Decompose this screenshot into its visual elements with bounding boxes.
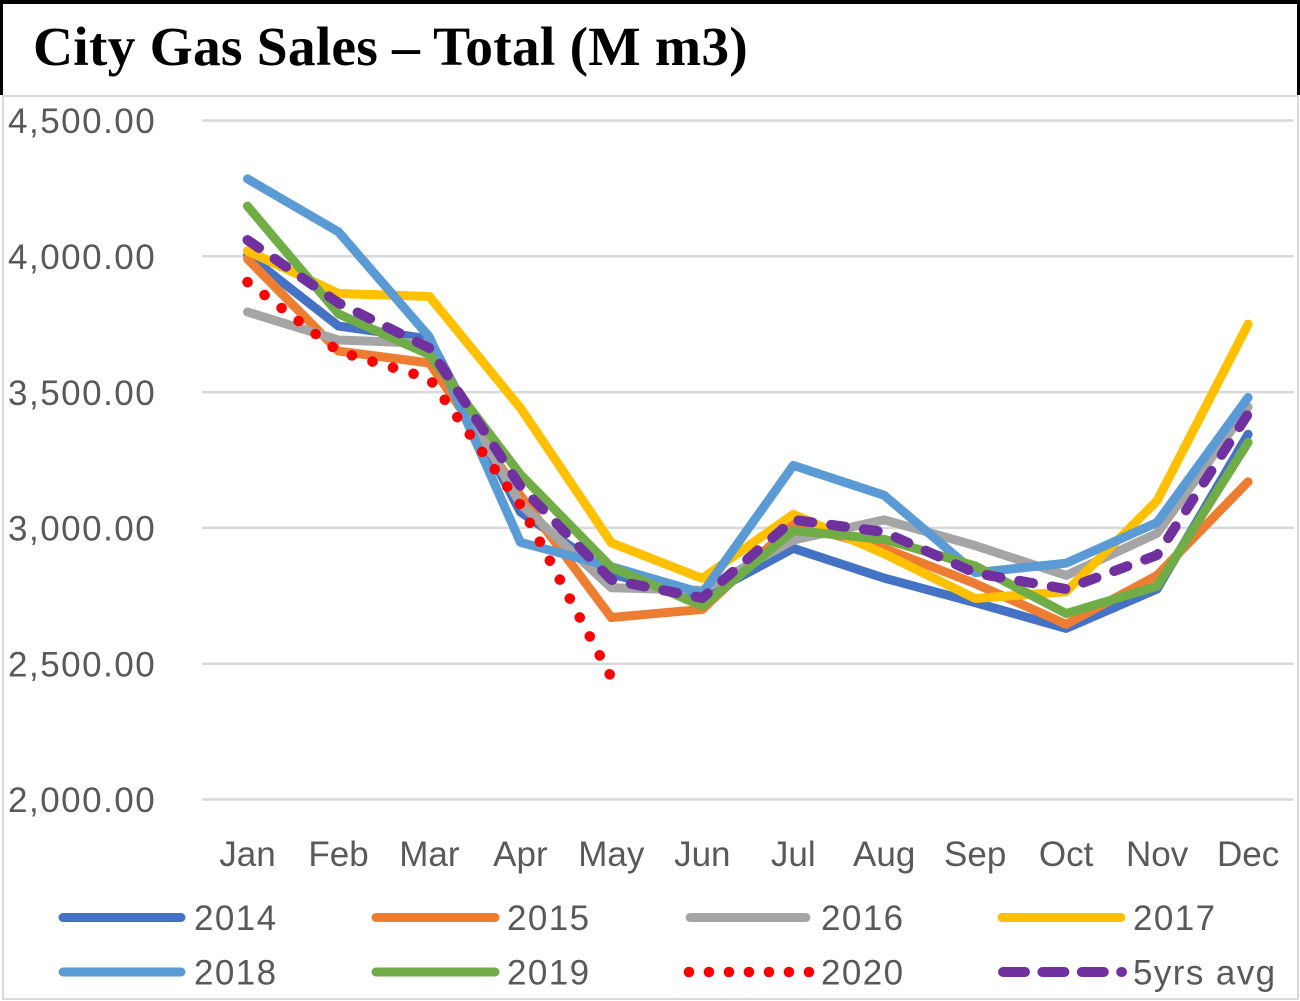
svg-text:Dec: Dec — [1217, 835, 1279, 874]
svg-text:5yrs avg: 5yrs avg — [1133, 954, 1276, 993]
svg-text:Oct: Oct — [1039, 835, 1094, 874]
svg-text:2015: 2015 — [507, 899, 590, 938]
svg-text:4,500.00: 4,500.00 — [8, 102, 156, 141]
svg-text:Mar: Mar — [399, 835, 460, 874]
svg-text:May: May — [578, 835, 645, 874]
svg-text:2018: 2018 — [194, 954, 277, 993]
svg-text:Sep: Sep — [944, 835, 1006, 874]
svg-text:3,000.00: 3,000.00 — [8, 510, 156, 549]
svg-text:Jan: Jan — [219, 835, 275, 874]
svg-text:Feb: Feb — [308, 835, 368, 874]
svg-text:4,000.00: 4,000.00 — [8, 238, 156, 277]
svg-text:2019: 2019 — [507, 954, 590, 993]
svg-text:2017: 2017 — [1133, 899, 1216, 938]
svg-text:2020: 2020 — [821, 954, 904, 993]
svg-text:2,000.00: 2,000.00 — [8, 781, 156, 820]
svg-text:Nov: Nov — [1126, 835, 1189, 874]
svg-text:2,500.00: 2,500.00 — [8, 645, 156, 684]
svg-text:Jun: Jun — [674, 835, 730, 874]
svg-text:Aug: Aug — [853, 835, 915, 874]
svg-text:2014: 2014 — [194, 899, 277, 938]
svg-text:Jul: Jul — [771, 835, 816, 874]
svg-text:3,500.00: 3,500.00 — [8, 374, 156, 413]
svg-text:2016: 2016 — [821, 899, 904, 938]
svg-text:Apr: Apr — [493, 835, 548, 874]
